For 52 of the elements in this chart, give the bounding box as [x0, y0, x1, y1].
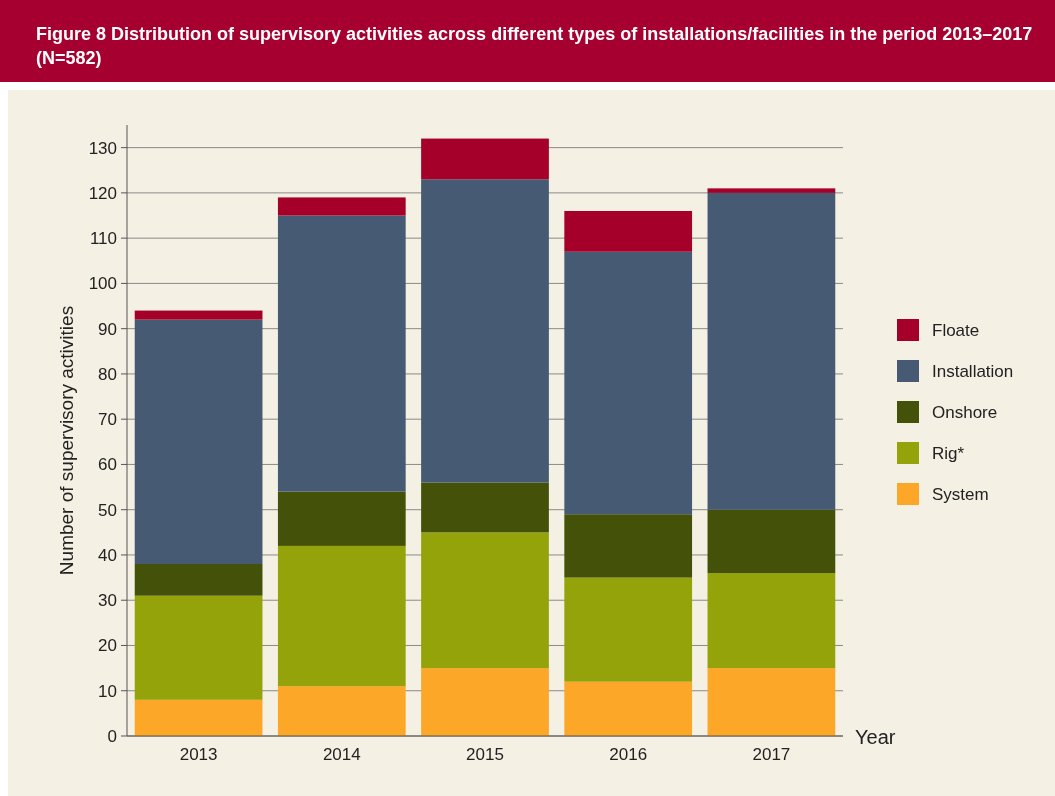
y-tick-label: 20 [98, 636, 117, 656]
x-tick-label: 2017 [752, 745, 791, 764]
y-tick-label: 80 [98, 364, 117, 384]
y-tick-label: 110 [89, 229, 117, 249]
bar [564, 514, 693, 578]
bar [134, 564, 263, 596]
bar [707, 573, 836, 669]
y-tick-label: 100 [88, 274, 117, 294]
y-tick-label: 30 [98, 591, 117, 611]
y-tick-label: 70 [98, 410, 117, 430]
legend-label: System [932, 484, 989, 504]
y-tick-label: 10 [98, 681, 117, 701]
x-tick-label: 2014 [322, 745, 361, 764]
x-tick-label: 2013 [179, 745, 218, 764]
bar [421, 482, 549, 533]
y-axis-title: Number of supervisory activities [56, 305, 77, 576]
bar [277, 545, 406, 687]
bar [421, 138, 549, 180]
y-tick-label: 60 [98, 455, 117, 475]
bar [421, 668, 549, 736]
bar [564, 251, 693, 515]
y-tick-label: 90 [98, 319, 117, 339]
bar [134, 595, 263, 700]
bar [564, 577, 693, 682]
y-tick-label: 130 [88, 138, 117, 158]
legend-label: Rig* [932, 443, 965, 463]
y-tick-label: 50 [98, 500, 117, 520]
bar [707, 668, 836, 736]
bar [707, 188, 836, 193]
bar [134, 319, 263, 565]
bar [277, 491, 406, 546]
legend-label: Onshore [932, 402, 998, 422]
legend-label: Floate [932, 320, 980, 340]
chart-title: Figure 8 Distribution of supervisory activities across different types of installations/facilities in the period 2013–2017 (N=582) [36, 23, 1034, 70]
x-tick-label: 2016 [609, 745, 648, 764]
bar [277, 215, 406, 492]
x-axis-title: Year [855, 726, 896, 748]
bar [707, 192, 836, 510]
legend-label: Installation [932, 361, 1014, 381]
bar [421, 179, 549, 483]
bar [277, 686, 406, 736]
x-tick-label: 2015 [466, 745, 504, 764]
bar [564, 210, 693, 252]
bar [564, 681, 693, 736]
bar [707, 509, 836, 574]
bar [421, 532, 549, 669]
bar [134, 310, 263, 320]
bar [134, 699, 263, 736]
bar [277, 197, 406, 216]
y-tick-label: 40 [98, 545, 117, 565]
y-tick-label: 120 [88, 183, 117, 203]
y-tick-label: 0 [107, 726, 117, 746]
